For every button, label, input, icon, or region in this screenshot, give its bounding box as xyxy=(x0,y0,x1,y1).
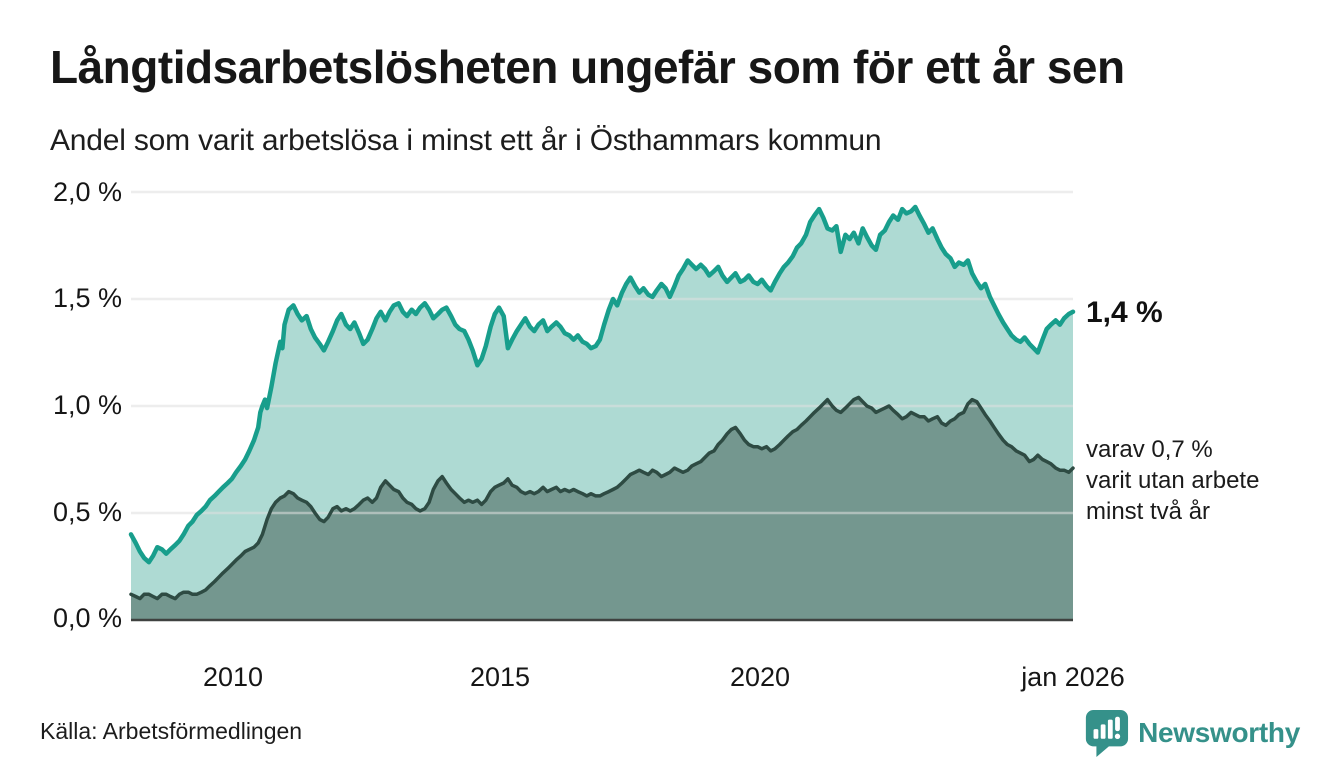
x-axis-tick-label: 2020 xyxy=(729,662,791,692)
logo-bar-1 xyxy=(1093,729,1099,739)
logo-bar-3 xyxy=(1107,719,1113,739)
chart-subtitle: Andel som varit arbetslösa i minst ett å… xyxy=(50,124,882,157)
series2-area xyxy=(131,397,1073,620)
x-axis-tick-label: jan 2026 xyxy=(1021,662,1125,692)
logo-exclamation-stem xyxy=(1115,716,1120,732)
series1-line xyxy=(128,204,1076,565)
y-axis-tick-label: 1,0 % xyxy=(52,390,122,420)
page-title: Långtidsarbetslösheten ungefär som för e… xyxy=(50,41,1125,93)
series1-latest-value-label: 1,4 % xyxy=(1086,296,1163,329)
y-axis-tick-label: 0,5 % xyxy=(52,497,122,527)
logo-bar-2 xyxy=(1100,724,1106,739)
newsworthy-logo: Newsworthy xyxy=(1083,708,1300,758)
series2-annotation-line: minst två år xyxy=(1086,498,1211,525)
series2-annotation-line: varav 0,7 % xyxy=(1086,436,1213,463)
series2-line xyxy=(129,395,1075,601)
newsworthy-wordmark: Newsworthy xyxy=(1138,717,1300,748)
x-axis-tick-label: 2010 xyxy=(202,662,264,692)
y-axis-tick-label: 1,5 % xyxy=(52,283,122,313)
newsworthy-bubble-chart-icon xyxy=(1085,710,1129,757)
x-axis-tick-label: 2015 xyxy=(469,662,531,692)
series2-annotation-line: varit utan arbete xyxy=(1086,467,1260,494)
source-attribution: Källa: Arbetsförmedlingen xyxy=(40,718,303,744)
y-axis-tick-label: 0,0 % xyxy=(52,603,122,633)
y-axis-tick-label: 2,0 % xyxy=(52,177,122,207)
series2-annotation: varav 0,7 % varit utan arbete minst två … xyxy=(1086,434,1259,527)
logo-exclamation-dot xyxy=(1114,733,1121,740)
